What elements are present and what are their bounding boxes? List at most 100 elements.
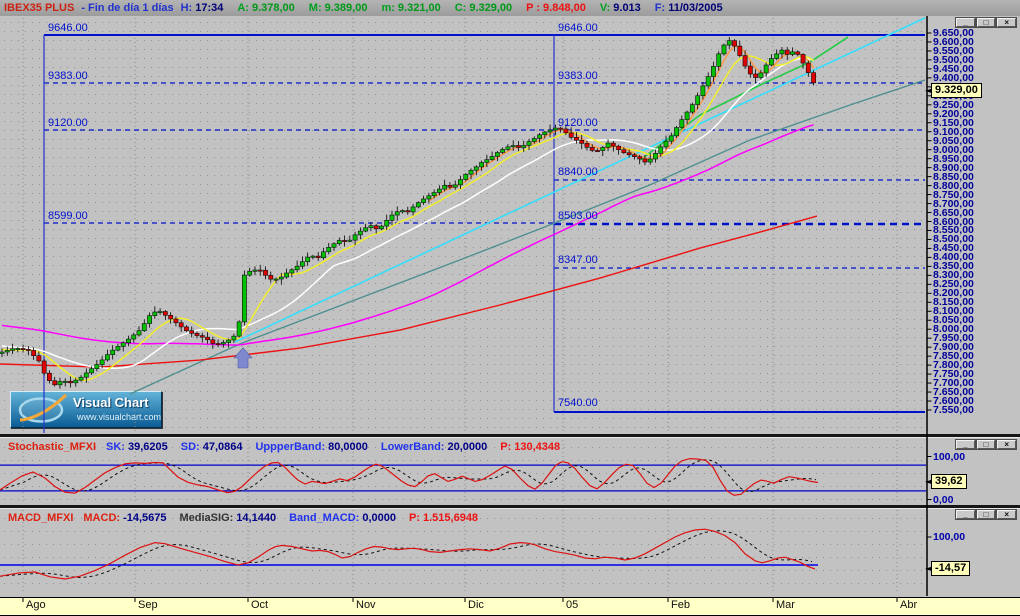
axis-marker-arrow-icon: ◄ <box>925 477 932 487</box>
pane-separator[interactable] <box>0 505 1020 508</box>
candlestick <box>89 368 94 374</box>
close-button[interactable]: × <box>997 18 1017 27</box>
candlestick <box>41 360 47 374</box>
candlestick <box>563 128 569 134</box>
candlestick <box>595 150 600 152</box>
candlestick <box>705 76 711 87</box>
candlestick <box>800 54 806 64</box>
maximize-button[interactable]: □ <box>976 18 996 27</box>
pane-window-controls: _ □ × <box>955 509 1017 520</box>
title-field-value: 9.378,00 <box>251 2 295 14</box>
orange-ma-line <box>428 45 815 202</box>
price-axis-label: 8.450,00 <box>933 242 974 255</box>
candlestick <box>94 364 100 370</box>
price-axis-label: 7.900,00 <box>933 341 974 354</box>
price-axis-label: 8.250,00 <box>933 278 974 291</box>
candlestick <box>716 53 722 67</box>
candlestick <box>489 156 495 160</box>
price-axis-label: 8.600,00 <box>933 215 974 228</box>
period-desc: - Fin de día 1 días <box>81 2 174 14</box>
price-axis-label: 8.350,00 <box>933 260 974 273</box>
candlestick <box>473 166 479 171</box>
candlestick <box>73 379 79 384</box>
minimize-button[interactable]: _ <box>956 440 975 449</box>
price-axis-label: 8.300,00 <box>933 269 974 282</box>
price-level-label: 8503.00 <box>558 210 598 222</box>
price-axis-label: 7.800,00 <box>933 359 974 372</box>
indicator-field: MACD: -14,5675 <box>83 512 169 524</box>
price-axis-label: 8.550,00 <box>933 224 974 237</box>
candlestick <box>552 127 558 131</box>
candlestick <box>36 355 42 362</box>
month-label: Mar <box>776 599 795 611</box>
candlestick <box>674 127 679 137</box>
candlestick <box>447 184 453 188</box>
price-level-label: 7540.00 <box>558 397 598 409</box>
candlestick <box>458 179 463 186</box>
candlestick <box>389 214 395 221</box>
candlestick <box>653 153 658 160</box>
price-level-label: 9646.00 <box>48 22 88 34</box>
candlestick <box>642 158 648 163</box>
stochastic-pane <box>0 438 927 505</box>
candlestick <box>15 348 21 350</box>
candlestick <box>616 145 621 150</box>
price-axis-label: 7.700,00 <box>933 377 974 390</box>
instrument-name: IBEX35 PLUS <box>4 2 75 14</box>
candlestick <box>173 318 179 324</box>
candlestick <box>152 311 158 316</box>
month-label: 05 <box>566 599 579 611</box>
close-button[interactable]: × <box>997 440 1017 449</box>
maximize-button[interactable]: □ <box>976 510 996 519</box>
indicator-header: MACD_MFXI MACD: -14,5675 MediaSIG: 14,1440 Ba… <box>8 512 481 524</box>
minimize-button[interactable]: _ <box>956 510 975 519</box>
title-field-value: 9.321,00 <box>397 2 441 14</box>
indicator-field-label: UppperBand: <box>255 441 326 453</box>
candlestick <box>558 127 564 130</box>
candlestick <box>99 359 105 365</box>
price-level-label: 8347.00 <box>558 254 598 266</box>
candlestick <box>147 315 152 324</box>
price-axis-label: 7.550,00 <box>933 404 974 416</box>
candlestick <box>157 311 163 314</box>
indicator-field-label: MACD: <box>83 512 121 524</box>
indicator-field-label: LowerBand: <box>380 441 445 453</box>
minimize-button[interactable]: _ <box>956 18 975 27</box>
teal-trend-line <box>129 79 926 395</box>
candlestick <box>184 326 189 331</box>
logo-url[interactable]: www.visualchart.com <box>77 412 162 422</box>
price-axis-label: 8.800,00 <box>933 179 974 192</box>
candlestick <box>368 225 374 229</box>
candlestick <box>78 376 84 381</box>
candlestick <box>689 104 695 113</box>
candlestick <box>131 334 137 340</box>
title-field-value: 9.013 <box>613 2 641 14</box>
candlestick <box>105 354 110 361</box>
title-field: V: 9.013 <box>600 1 648 15</box>
pane-separator[interactable] <box>0 434 1020 437</box>
indicator-axis-label: 100,00 <box>933 450 966 463</box>
candlestick <box>610 142 616 147</box>
candlestick <box>774 53 780 59</box>
title-field-label: C: <box>454 2 467 14</box>
price-axis-label: 8.850,00 <box>933 170 974 183</box>
candlestick <box>257 269 263 272</box>
candlestick <box>242 274 247 323</box>
close-button[interactable]: × <box>997 510 1017 519</box>
time-axis <box>0 597 1020 615</box>
price-axis-label: 9.000,00 <box>933 143 974 156</box>
candlestick <box>226 339 232 343</box>
candlestick <box>468 169 474 175</box>
indicator-field-value: -14,5675 <box>123 512 167 524</box>
visualchart-logo-emblem <box>18 393 68 423</box>
stoch-sk-line <box>0 457 819 496</box>
candlestick <box>215 343 221 345</box>
candlestick <box>336 240 342 245</box>
indicator-field-value: 14,1440 <box>236 512 277 524</box>
candlestick <box>790 51 795 55</box>
price-axis-label: 8.200,00 <box>933 287 974 300</box>
price-axis-label: 7.600,00 <box>933 395 974 408</box>
indicator-field-label: P: <box>409 512 420 524</box>
maximize-button[interactable]: □ <box>976 440 996 449</box>
price-axis-label: 9.550,00 <box>933 44 974 57</box>
